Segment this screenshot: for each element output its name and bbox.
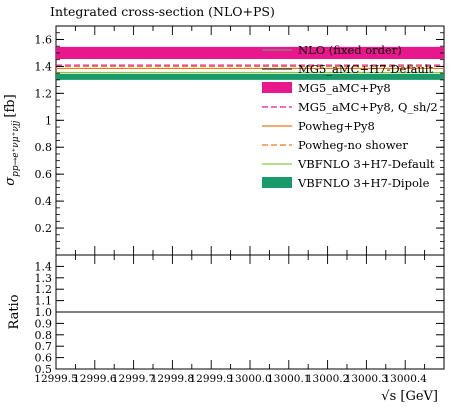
legend-label: MG5_aMC+Py8 bbox=[298, 81, 391, 95]
y-axis-label-subscript: pp→e⁺νμ⁺νjj bbox=[11, 120, 21, 176]
x-tick-label: 13000.0 bbox=[228, 373, 271, 385]
y-tick-label: 1.6 bbox=[35, 33, 53, 46]
x-axis-ticks: 12999.512999.612999.712999.812999.913000… bbox=[34, 26, 445, 385]
y-tick-label: 1 bbox=[45, 114, 52, 127]
y-axis-label-unit: [fb] bbox=[3, 94, 18, 117]
x-tick-label: 12999.7 bbox=[112, 373, 155, 385]
y-tick-label: 0.4 bbox=[35, 195, 53, 208]
y-tick-label: 1.4 bbox=[35, 60, 53, 73]
legend-swatch bbox=[262, 177, 292, 188]
series-7-band bbox=[56, 73, 444, 80]
legend-entry: VBFNLO 3+H7-Default bbox=[262, 157, 435, 171]
legend-entry: Powheg-no shower bbox=[262, 138, 408, 152]
ratio-tick-label: 1.1 bbox=[35, 295, 53, 308]
x-tick-label: 13000.1 bbox=[267, 373, 310, 385]
ratio-tick-label: 1.2 bbox=[35, 283, 53, 296]
ratio-tick-label: 0.9 bbox=[35, 317, 53, 330]
x-tick-label: 12999.5 bbox=[34, 373, 77, 385]
y-axis-ticks: 0.2 0.4 0.6 0.8 1 1.2 1.4 1.6 bbox=[35, 32, 444, 249]
y-tick-label: 0.8 bbox=[35, 141, 53, 154]
legend-label: NLO (fixed order) bbox=[298, 43, 402, 57]
x-axis-label: √s [GeV] bbox=[381, 389, 438, 404]
ratio-tick-label: 0.7 bbox=[35, 340, 53, 353]
legend-entry: MG5_aMC+Py8, Q_sh/2 bbox=[262, 100, 438, 114]
ratio-axis-label: Ratio bbox=[7, 294, 22, 329]
x-tick-label: 13000.3 bbox=[345, 373, 388, 385]
legend-entry: Powheg+Py8 bbox=[262, 119, 375, 133]
ratio-tick-label: 0.8 bbox=[35, 329, 53, 342]
legend-entry: MG5_aMC+H7-Default bbox=[262, 62, 434, 76]
ratio-tick-label: 1.3 bbox=[35, 272, 53, 285]
legend-entry: VBFNLO 3+H7-Dipole bbox=[262, 176, 430, 190]
x-tick-label: 13000.4 bbox=[383, 373, 427, 385]
y-axis-label: σpp→e⁺νμ⁺νjj [fb] bbox=[3, 94, 21, 185]
legend-label: MG5_aMC+Py8, Q_sh/2 bbox=[298, 100, 438, 114]
series-2-band bbox=[56, 46, 444, 60]
legend-label: VBFNLO 3+H7-Default bbox=[297, 157, 435, 171]
y-tick-label: 1.2 bbox=[35, 87, 53, 100]
ratio-tick-label: 1.4 bbox=[35, 260, 53, 273]
y-tick-label: 0.2 bbox=[35, 222, 53, 235]
chart-title: Integrated cross-section (NLO+PS) bbox=[50, 4, 275, 19]
series-layer bbox=[56, 46, 444, 80]
legend-label: Powheg+Py8 bbox=[298, 119, 375, 133]
legend-label: VBFNLO 3+H7-Dipole bbox=[297, 176, 430, 190]
x-tick-label: 13000.2 bbox=[306, 373, 349, 385]
legend-swatch bbox=[262, 82, 292, 93]
y-tick-label: 0.6 bbox=[35, 168, 53, 181]
legend-entry: MG5_aMC+Py8 bbox=[262, 81, 391, 95]
svg-text:σpp→e⁺νμ⁺νjj[fb]: σpp→e⁺νμ⁺νjj [fb] bbox=[3, 94, 21, 185]
ratio-tick-label: 0.5 bbox=[35, 363, 53, 376]
legend-label: Powheg-no shower bbox=[298, 138, 408, 152]
legend: NLO (fixed order) MG5_aMC+H7-Default MG5_a… bbox=[262, 43, 438, 190]
x-tick-label: 12999.8 bbox=[151, 373, 194, 385]
legend-entry: NLO (fixed order) bbox=[262, 43, 402, 57]
ratio-axis-ticks: 0.50.60.70.80.91.01.11.21.31.4 bbox=[35, 260, 444, 376]
y-axis-label-symbol: σ bbox=[3, 176, 18, 186]
ratio-tick-label: 0.6 bbox=[35, 352, 53, 365]
legend-label: MG5_aMC+H7-Default bbox=[298, 62, 434, 76]
x-tick-label: 12999.6 bbox=[73, 373, 117, 385]
x-tick-label: 12999.9 bbox=[189, 373, 232, 385]
ratio-tick-label: 1.0 bbox=[35, 306, 53, 319]
